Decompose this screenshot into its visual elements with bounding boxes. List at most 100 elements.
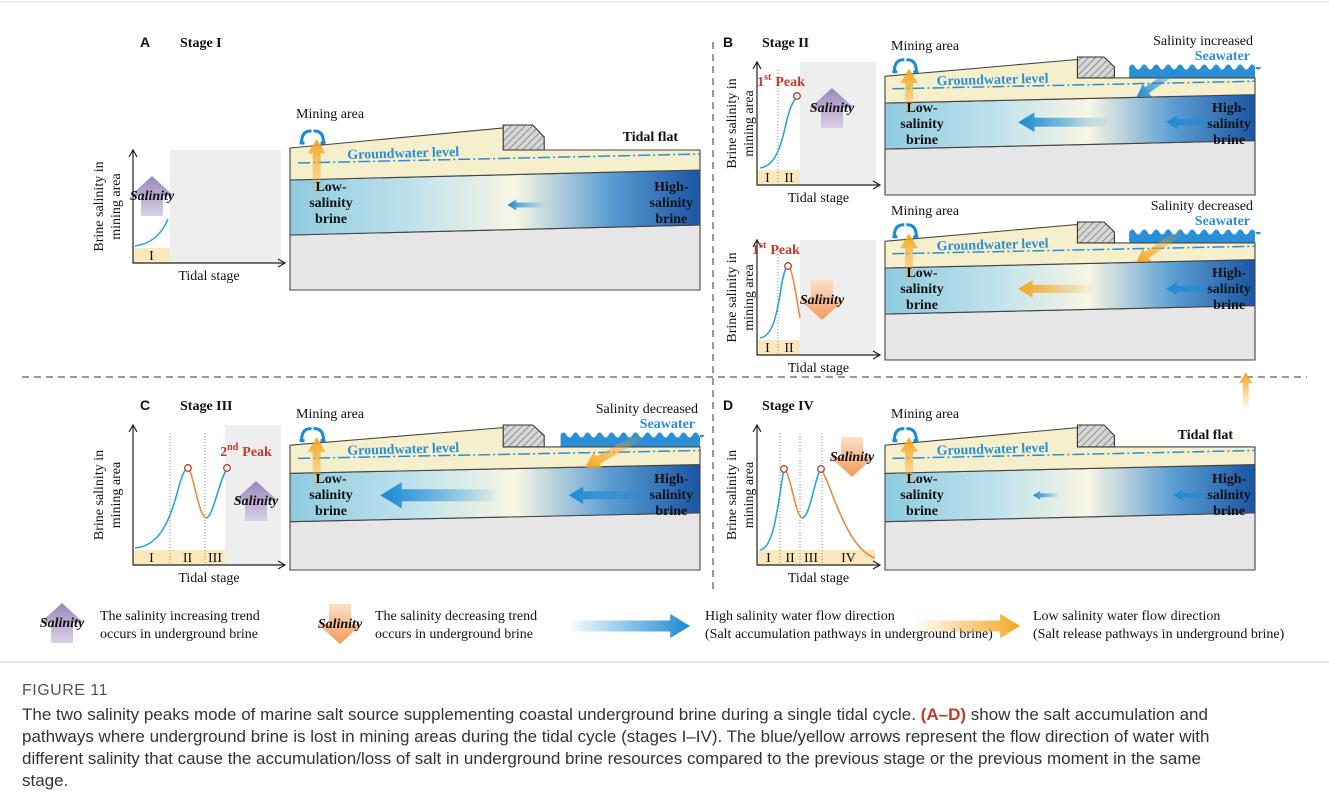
seawall xyxy=(503,425,544,447)
salinity-curve xyxy=(135,468,188,548)
low-salinity-label: salinity xyxy=(900,488,944,503)
high-salinity-label: brine xyxy=(1213,504,1245,519)
trend-label: Salinity xyxy=(800,293,845,308)
peak-marker xyxy=(794,93,801,100)
trend-label: Salinity xyxy=(830,450,875,465)
seawater-label: Seawater xyxy=(1195,214,1250,229)
mining-area-label: Mining area xyxy=(891,39,960,54)
y-axis-label: mining area xyxy=(742,263,757,330)
mining-icon xyxy=(300,131,326,143)
peak-ordinal: 1 xyxy=(757,75,764,90)
mining-icon xyxy=(892,60,918,72)
seawall xyxy=(503,125,544,150)
low-salinity-label: brine xyxy=(315,504,347,519)
high-salinity-label: salinity xyxy=(650,488,694,503)
high-salinity-label: High- xyxy=(1212,101,1247,116)
peak-word: Peak xyxy=(775,75,805,90)
figure-page: A Stage I I Salinity Brine salinity in mining… xyxy=(0,0,1329,807)
stage-label: I xyxy=(149,249,154,264)
low-salinity-label: salinity xyxy=(309,488,353,503)
panel-title: Stage III xyxy=(180,399,233,414)
low-salinity-label: Low- xyxy=(906,266,937,281)
groundwater-label: Groundwater level xyxy=(937,441,1049,459)
peak-word: Peak xyxy=(770,243,800,258)
bedrock xyxy=(885,306,1255,360)
low-salinity-label: brine xyxy=(906,298,938,313)
high-salinity-label: salinity xyxy=(1207,282,1251,297)
trend-label: Salinity xyxy=(810,101,855,116)
x-axis-label: Tidal stage xyxy=(788,361,849,376)
peak-marker xyxy=(185,465,192,472)
salinity-change-label: Salinity decreased xyxy=(596,402,698,417)
panel-letter: A xyxy=(140,34,150,50)
seawater xyxy=(1129,230,1261,245)
seawall xyxy=(1077,425,1114,447)
seawater-label: Seawater xyxy=(1195,49,1250,64)
peak-word: Peak xyxy=(242,445,272,460)
legend-text: The salinity increasing trend xyxy=(100,609,260,624)
high-salinity-label: High- xyxy=(1212,472,1247,487)
peak-marker xyxy=(785,263,792,270)
low-salinity-label: brine xyxy=(315,212,347,227)
stage-label: III xyxy=(804,551,818,566)
y-axis-label: mining area xyxy=(742,461,757,528)
tidal-flat-label: Tidal flat xyxy=(623,130,679,145)
panel-letter: B xyxy=(723,34,733,50)
mining-area-label: Mining area xyxy=(296,407,365,422)
bedrock xyxy=(290,225,700,290)
future-stage xyxy=(170,150,281,263)
stage-label: II xyxy=(785,551,795,566)
low-salinity-label: salinity xyxy=(309,196,353,211)
tidal-flat-label: Tidal flat xyxy=(1178,428,1234,443)
stage-label: II xyxy=(183,551,193,566)
x-axis-label: Tidal stage xyxy=(178,571,239,586)
bedrock xyxy=(290,513,700,570)
peak-suffix: nd xyxy=(227,442,239,453)
caption-label: FIGURE 11 xyxy=(22,682,108,700)
high-salinity-label: High- xyxy=(1212,266,1247,281)
low-salinity-label: salinity xyxy=(900,117,944,132)
caption-bold: (A–D) xyxy=(921,705,966,724)
trend-label: Salinity xyxy=(234,494,279,509)
low-salinity-label: Low- xyxy=(906,101,937,116)
salinity-change-label: Salinity decreased xyxy=(1151,199,1253,214)
mining-icon xyxy=(892,429,918,441)
mining-area-label: Mining area xyxy=(891,204,960,219)
salinity-curve xyxy=(788,266,800,318)
peak-marker xyxy=(224,465,231,472)
low-salinity-label: Low- xyxy=(315,472,346,487)
bedrock xyxy=(885,141,1255,195)
high-salinity-label: High- xyxy=(654,180,689,195)
figure: A Stage I I Salinity Brine salinity in mining… xyxy=(0,0,1329,670)
groundwater-label: Groundwater level xyxy=(347,145,459,163)
peak-label: 1stPeak xyxy=(757,72,805,90)
stage-label: II xyxy=(784,171,794,186)
stage-label: I xyxy=(765,171,770,186)
mining-icon xyxy=(300,429,326,441)
bedrock xyxy=(885,513,1255,570)
stage-label: I xyxy=(766,551,771,566)
stage-label: IV xyxy=(841,551,856,566)
high-salinity-label: salinity xyxy=(1207,117,1251,132)
mining-area-label: Mining area xyxy=(296,107,365,122)
peak-ordinal: 2 xyxy=(220,445,227,460)
y-axis-label: mining area xyxy=(109,172,124,239)
x-axis-label: Tidal stage xyxy=(788,191,849,206)
panel-title: Stage I xyxy=(180,36,222,51)
y-axis-label: Brine salinity in xyxy=(725,78,740,168)
legend-text: The salinity decreasing trend xyxy=(375,609,537,624)
low-salinity-label: Low- xyxy=(315,180,346,195)
legend-text: occurs in underground brine xyxy=(375,627,533,642)
high-salinity-label: brine xyxy=(655,504,687,519)
stage-label: III xyxy=(208,551,222,566)
seawall xyxy=(1077,222,1114,243)
x-axis-label: Tidal stage xyxy=(788,571,849,586)
salinity-curve xyxy=(188,468,206,518)
low-salinity-label: salinity xyxy=(900,282,944,297)
high-salinity-label: brine xyxy=(655,212,687,227)
salinity-curve xyxy=(802,469,821,518)
high-salinity-label: salinity xyxy=(1207,488,1251,503)
high-salinity-label: brine xyxy=(1213,298,1245,313)
panel-letter: D xyxy=(723,397,733,413)
